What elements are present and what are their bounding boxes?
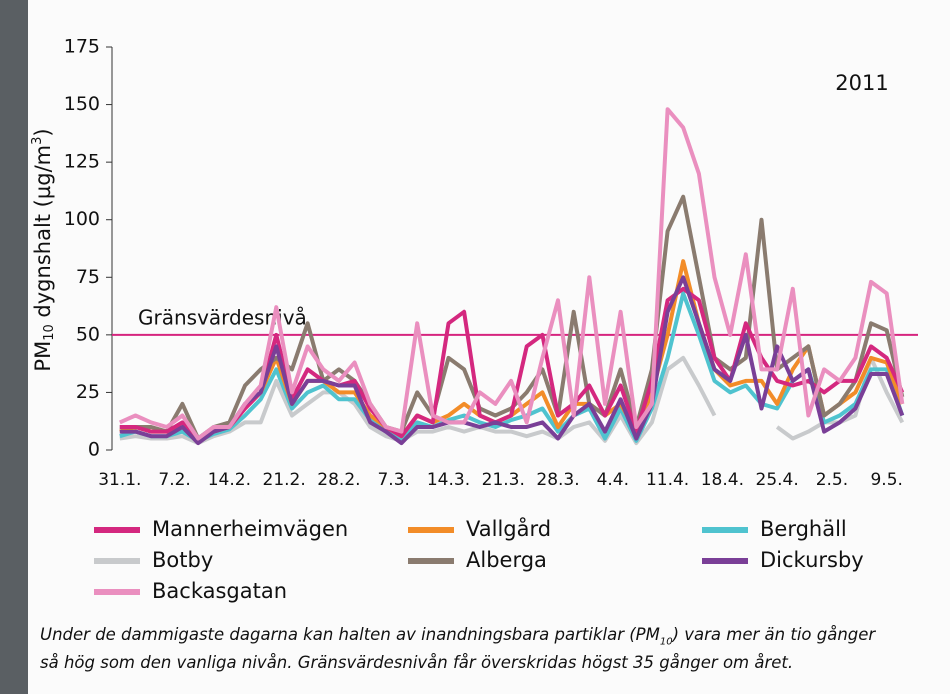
y-tick-label: 100 [64, 208, 100, 230]
legend-label: Vallgård [466, 516, 551, 541]
x-tick-label: 7.2. [158, 470, 190, 490]
x-tick-label: 7.3. [377, 470, 409, 490]
year-label: 2011 [835, 71, 888, 95]
y-axis-label: PM10 dygnshalt (µg/m3) [30, 128, 57, 371]
y-label-sub: 10 [42, 324, 57, 341]
y-tick-label: 50 [76, 323, 100, 345]
caption-text: så hög som den vanliga nivån. Gränsvärde… [40, 653, 793, 672]
page: 2011 PM10 dygnshalt (µg/m3) 025507510012… [0, 0, 950, 694]
x-tick-label: 14.3. [427, 470, 470, 490]
legend-label: Berghäll [760, 517, 847, 541]
y-label-part: ) [31, 128, 55, 136]
caption-sub: 10 [660, 636, 673, 647]
y-label-part: dygnshalt (µg/m [31, 145, 55, 324]
chart: 2011 PM10 dygnshalt (µg/m3) 0 25 50 75 100 12… [0, 0, 950, 620]
y-tick-label: 0 [88, 439, 100, 461]
y-tick-label: 125 [64, 151, 100, 173]
x-tick-label: 2.5. [816, 470, 848, 490]
x-tick-label: 18.4. [701, 470, 744, 490]
legend-label: Alberga [466, 548, 547, 572]
caption-text: Under de dammigaste dagarna kan halten a… [40, 625, 660, 644]
y-label-sup: 3 [30, 137, 45, 145]
x-tick-label: 9.5. [870, 470, 902, 490]
y-tick-label: 175 [64, 36, 100, 58]
x-tick-label: 4.4. [597, 470, 629, 490]
caption-text: ) vara mer än tio gånger [673, 625, 876, 644]
x-tick-label: 31.1. [98, 470, 141, 490]
legend-label: Mannerheimvägen [152, 517, 348, 541]
y-label-part: PM [31, 341, 55, 372]
x-tick-label: 25.4. [756, 470, 799, 490]
legend-label: Dickursby [760, 548, 864, 572]
x-tick-label: 28.3. [536, 470, 579, 490]
x-tick-label: 21.3. [482, 470, 525, 490]
x-tick-label: 11.4. [646, 470, 689, 490]
caption: Under de dammigaste dagarna kan halten a… [40, 624, 945, 673]
x-tick-label: 28.2. [317, 470, 360, 490]
x-tick-label: 14.2. [208, 470, 251, 490]
x-tick-label: 21.2. [263, 470, 306, 490]
legend-label: Backasgatan [152, 579, 287, 603]
y-tick-label: 150 [64, 93, 100, 115]
y-tick-label: 75 [76, 266, 100, 288]
y-tick-label: 25 [76, 381, 100, 403]
legend-label: Botby [152, 548, 213, 572]
